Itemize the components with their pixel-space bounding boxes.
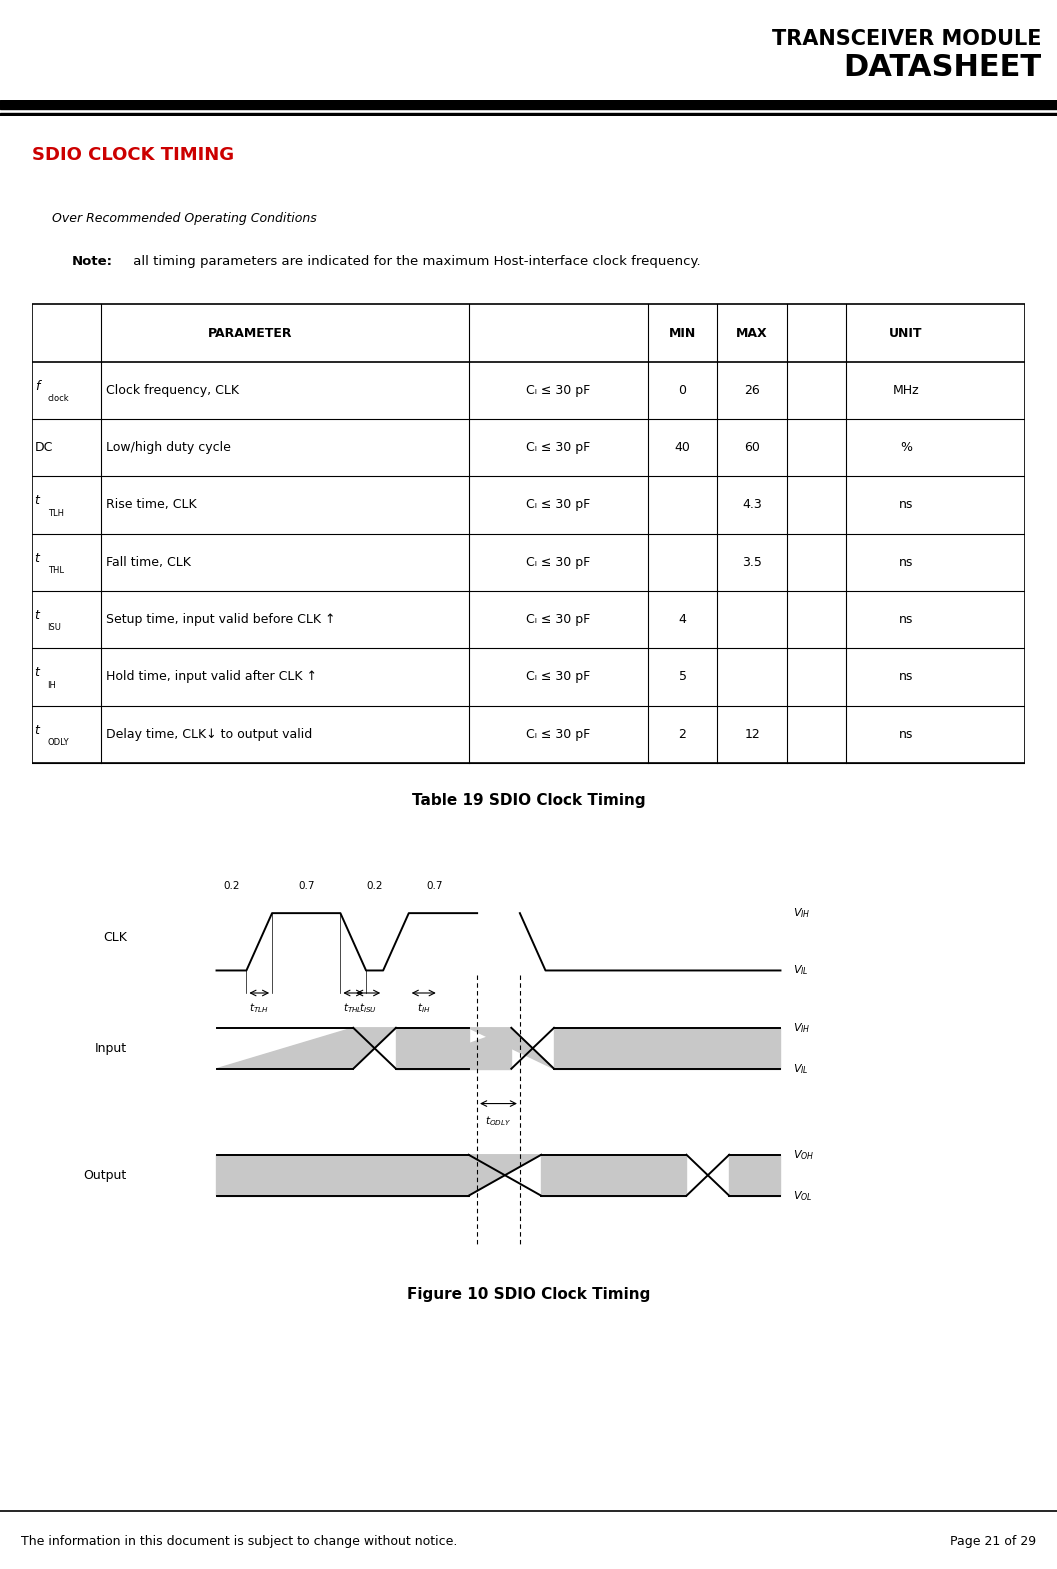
Text: TLH: TLH [48, 508, 63, 518]
Polygon shape [396, 1028, 554, 1068]
Text: 5: 5 [679, 670, 686, 684]
Text: ns: ns [898, 613, 913, 626]
Text: 4: 4 [679, 613, 686, 626]
Text: t: t [35, 552, 39, 565]
Text: 0: 0 [679, 384, 686, 397]
Text: PARAMETER: PARAMETER [208, 326, 293, 339]
Text: Cₗ ≤ 30 pF: Cₗ ≤ 30 pF [526, 555, 591, 570]
Polygon shape [541, 1155, 686, 1196]
Text: DC: DC [35, 441, 53, 453]
Text: $V_{OL}$: $V_{OL}$ [794, 1189, 813, 1202]
Text: Rise time, CLK: Rise time, CLK [106, 499, 197, 511]
Text: Clock frequency, CLK: Clock frequency, CLK [106, 384, 239, 397]
Polygon shape [217, 1155, 541, 1196]
Text: Hold time, input valid after CLK ↑: Hold time, input valid after CLK ↑ [106, 670, 317, 684]
Text: Table 19 SDIO Clock Timing: Table 19 SDIO Clock Timing [411, 792, 646, 808]
Polygon shape [396, 1028, 512, 1068]
Text: $V_{IH}$: $V_{IH}$ [794, 907, 811, 919]
Text: $t_{IH}$: $t_{IH}$ [418, 1001, 430, 1015]
Text: 0.2: 0.2 [367, 880, 383, 891]
Text: Cₗ ≤ 30 pF: Cₗ ≤ 30 pF [526, 499, 591, 511]
Polygon shape [729, 1155, 780, 1196]
Text: ns: ns [898, 499, 913, 511]
Text: $V_{IL}$: $V_{IL}$ [794, 963, 809, 977]
Text: MIN: MIN [669, 326, 697, 339]
Text: Output: Output [84, 1169, 127, 1181]
Polygon shape [217, 1155, 468, 1196]
Text: MHz: MHz [893, 384, 920, 397]
Polygon shape [396, 1028, 468, 1068]
Text: Figure 10 SDIO Clock Timing: Figure 10 SDIO Clock Timing [407, 1287, 650, 1302]
Text: DATASHEET: DATASHEET [843, 53, 1041, 82]
Text: CLK: CLK [103, 932, 127, 945]
Text: THL: THL [48, 566, 63, 574]
Text: Input: Input [95, 1042, 127, 1054]
Text: Note:: Note: [72, 256, 112, 268]
Text: Page 21 of 29: Page 21 of 29 [950, 1534, 1036, 1549]
Text: ns: ns [898, 670, 913, 684]
Text: ODLY: ODLY [48, 737, 69, 747]
Text: t: t [35, 667, 39, 679]
Text: Cₗ ≤ 30 pF: Cₗ ≤ 30 pF [526, 441, 591, 453]
Text: UNIT: UNIT [889, 326, 923, 339]
Text: Cₗ ≤ 30 pF: Cₗ ≤ 30 pF [526, 728, 591, 741]
Text: $t_{ODLY}$: $t_{ODLY}$ [485, 1114, 512, 1128]
Text: Cₗ ≤ 30 pF: Cₗ ≤ 30 pF [526, 670, 591, 684]
Bar [0, 113, 1057, 116]
Text: Delay time, CLK↓ to output valid: Delay time, CLK↓ to output valid [106, 728, 313, 741]
Text: 0.7: 0.7 [426, 880, 443, 891]
Text: $V_{IL}$: $V_{IL}$ [794, 1062, 809, 1076]
Text: 3.5: 3.5 [742, 555, 762, 570]
Text: 26: 26 [744, 384, 760, 397]
Text: SDIO CLOCK TIMING: SDIO CLOCK TIMING [32, 146, 234, 165]
Text: all timing parameters are indicated for the maximum Host-interface clock frequen: all timing parameters are indicated for … [129, 256, 701, 268]
Text: $t_{THL}$: $t_{THL}$ [344, 1001, 363, 1015]
Text: Fall time, CLK: Fall time, CLK [106, 555, 191, 570]
Text: 0.7: 0.7 [298, 880, 315, 891]
Bar [0, 100, 1057, 110]
Text: 40: 40 [674, 441, 690, 453]
Text: %: % [901, 441, 912, 453]
Text: Setup time, input valid before CLK ↑: Setup time, input valid before CLK ↑ [106, 613, 336, 626]
Text: MAX: MAX [737, 326, 767, 339]
Text: The information in this document is subject to change without notice.: The information in this document is subj… [21, 1534, 458, 1549]
Text: t: t [35, 609, 39, 621]
Text: t: t [35, 494, 39, 507]
Text: ISU: ISU [48, 623, 61, 632]
Text: $t_{ISU}$: $t_{ISU}$ [359, 1001, 377, 1015]
Text: $V_{OH}$: $V_{OH}$ [794, 1149, 815, 1161]
Text: 2: 2 [679, 728, 686, 741]
Text: f: f [35, 380, 39, 392]
Text: $V_{IH}$: $V_{IH}$ [794, 1021, 811, 1034]
Bar [32, 304, 1025, 763]
Text: Over Recommended Operating Conditions: Over Recommended Operating Conditions [52, 212, 316, 224]
Text: clock: clock [48, 394, 69, 403]
Text: IH: IH [48, 681, 56, 690]
Text: Cₗ ≤ 30 pF: Cₗ ≤ 30 pF [526, 613, 591, 626]
Polygon shape [554, 1028, 780, 1068]
Text: 60: 60 [744, 441, 760, 453]
Text: $t_{TLH}$: $t_{TLH}$ [249, 1001, 270, 1015]
Polygon shape [217, 1028, 396, 1068]
Text: 4.3: 4.3 [742, 499, 762, 511]
Text: ns: ns [898, 728, 913, 741]
Text: TRANSCEIVER MODULE: TRANSCEIVER MODULE [772, 28, 1041, 49]
Text: Cₗ ≤ 30 pF: Cₗ ≤ 30 pF [526, 384, 591, 397]
Text: t: t [35, 723, 39, 737]
Text: Low/high duty cycle: Low/high duty cycle [106, 441, 231, 453]
Text: 0.2: 0.2 [223, 880, 240, 891]
Text: 12: 12 [744, 728, 760, 741]
Text: ns: ns [898, 555, 913, 570]
